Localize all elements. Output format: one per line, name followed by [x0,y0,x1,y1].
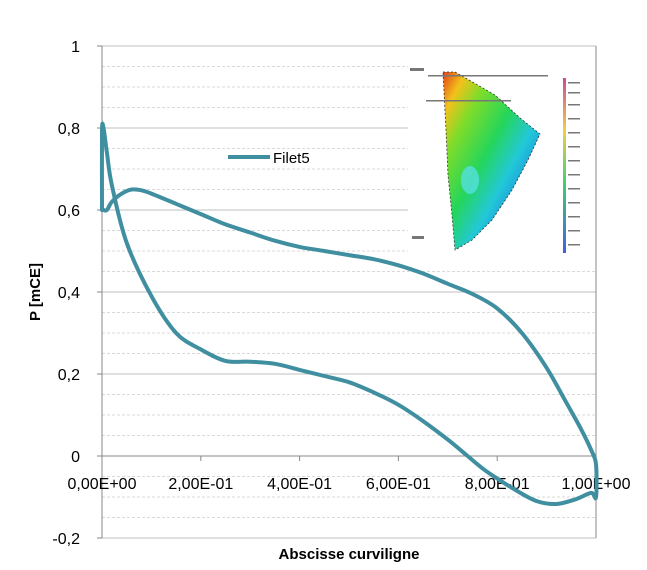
y-tick-label: 0,6 [58,203,80,220]
x-axis-title: Abscisse curviligne [279,546,420,563]
x-tick-label: 0,00E+00 [68,476,137,493]
y-tick-label: 0,8 [58,121,80,138]
x-tick-label: 6,00E-01 [366,476,431,493]
y-tick-label: 0 [71,449,80,466]
y-axis-title: P [mCE] [27,263,44,321]
y-tick-label: 0,2 [58,367,80,384]
legend-label: Filet5 [273,150,310,167]
x-tick-label: 4,00E-01 [267,476,332,493]
y-tick-label: 1 [71,39,80,56]
y-tick-label: -0,2 [52,531,80,548]
legend: Filet5 [228,150,310,167]
y-tick-label: 0,4 [58,285,80,302]
series-line-filet5 [99,121,599,507]
x-tick-label: 2,00E-01 [168,476,233,493]
inset-pressure-contour-image [408,62,596,258]
